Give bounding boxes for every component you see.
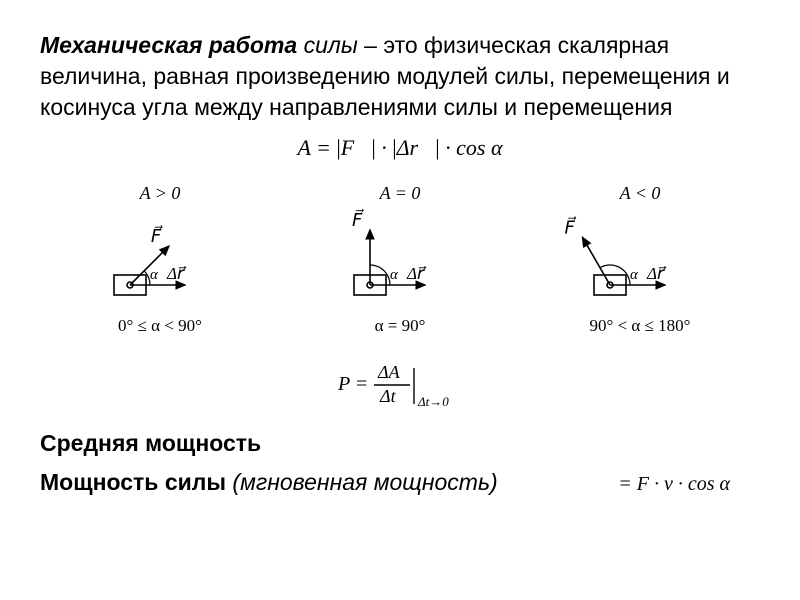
force-diagram-svg: F⃗ Δr⃗ α [555, 209, 725, 309]
avg-power-svg: P = ΔA Δt Δt→0 [330, 358, 470, 412]
svg-text:P: P [337, 373, 350, 395]
svg-text:Δr⃗: Δr⃗ [406, 264, 427, 283]
diagram-2: A < 0 F⃗ Δr⃗ α 90° < α ≤ 180° [555, 181, 725, 338]
svg-text:α: α [390, 267, 399, 283]
svg-text:Δr⃗: Δr⃗ [166, 264, 187, 283]
inst-power-paren: (мгновенная мощность) [226, 469, 498, 495]
inst-power-label: Мощность силы [40, 469, 226, 495]
term-italic: силы [297, 32, 358, 58]
svg-text:=: = [356, 373, 367, 395]
svg-text:Δr⃗: Δr⃗ [646, 264, 667, 283]
diagram-0: A > 0 F⃗ Δr⃗ α 0° ≤ α < 90° [75, 181, 245, 338]
inst-power-formula: = F · v · cos α [618, 471, 760, 498]
svg-text:ΔA: ΔA [377, 362, 401, 382]
avg-power-formula: P = ΔA Δt Δt→0 [40, 358, 760, 412]
diagram-bottom-condition: 90° < α ≤ 180° [555, 315, 725, 338]
svg-text:F⃗: F⃗ [565, 216, 577, 237]
diagram-top-condition: A = 0 [315, 181, 485, 205]
avg-power-label: Средняя мощность [40, 428, 760, 459]
diagram-bottom-condition: 0° ≤ α < 90° [75, 315, 245, 338]
diagram-top-condition: A > 0 [75, 181, 245, 205]
svg-text:F⃗: F⃗ [352, 209, 364, 230]
force-diagram-svg: F⃗ Δr⃗ α [75, 209, 245, 309]
svg-text:α: α [630, 267, 639, 283]
inst-power-row: Мощность силы (мгновенная мощность) = F … [40, 467, 760, 498]
diagram-row: A > 0 F⃗ Δr⃗ α 0° ≤ α < 90° A = 0 F⃗ Δr⃗ … [40, 181, 760, 338]
term-bold: Механическая работа [40, 32, 297, 58]
work-formula: A = |F⃗| · |Δr⃗| · cos α [40, 133, 760, 163]
svg-text:Δt→0: Δt→0 [417, 394, 449, 409]
diagram-1: A = 0 F⃗ Δr⃗ α α = 90° [315, 181, 485, 338]
force-diagram-svg: F⃗ Δr⃗ α [315, 209, 485, 309]
definition-paragraph: Механическая работа силы – это физическа… [40, 30, 760, 123]
svg-text:α: α [150, 267, 159, 283]
svg-text:Δt: Δt [379, 386, 397, 406]
diagram-top-condition: A < 0 [555, 181, 725, 205]
svg-text:F⃗: F⃗ [151, 225, 163, 246]
diagram-bottom-condition: α = 90° [315, 315, 485, 338]
